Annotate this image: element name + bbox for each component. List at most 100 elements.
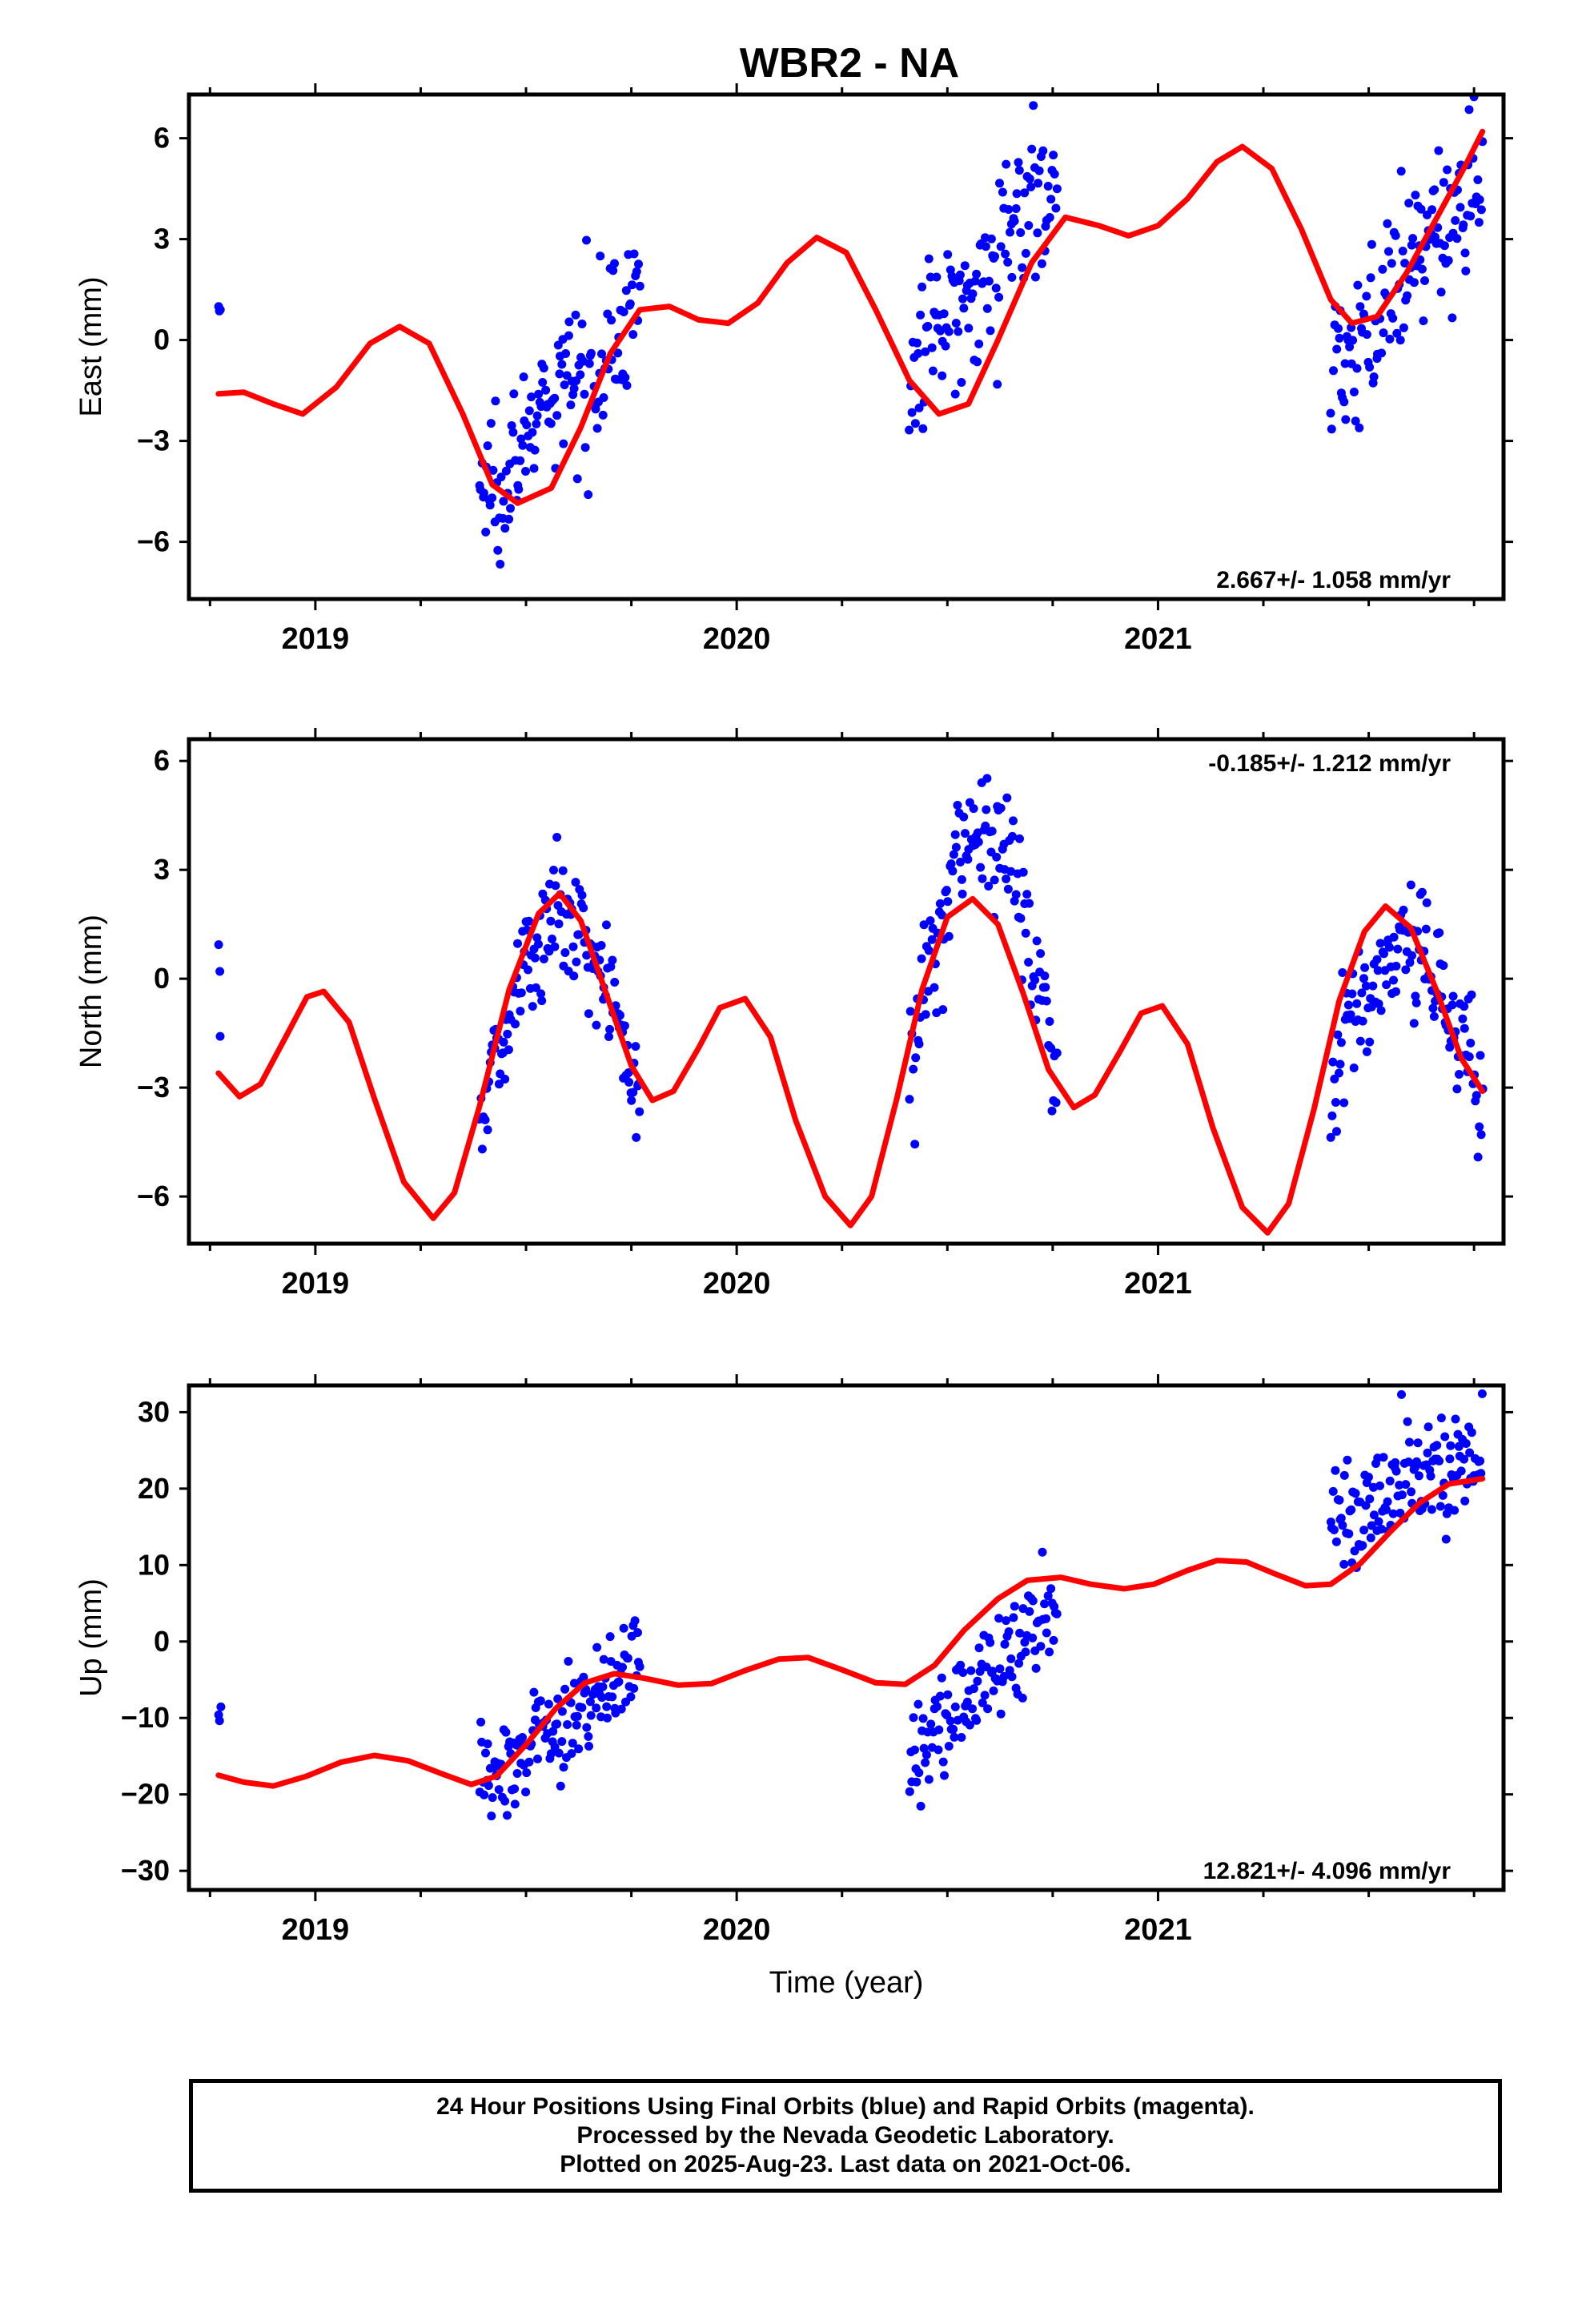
data-point	[993, 380, 1002, 389]
data-point	[1427, 1505, 1436, 1514]
data-point	[552, 833, 562, 842]
data-point	[629, 249, 639, 259]
data-point	[1355, 1036, 1365, 1046]
data-point	[1051, 203, 1061, 213]
data-point	[1352, 364, 1362, 373]
data-point	[1434, 146, 1443, 155]
data-point	[1421, 924, 1431, 934]
data-point	[1327, 1111, 1337, 1120]
data-point	[591, 404, 600, 414]
data-point	[1436, 287, 1446, 297]
data-point	[918, 424, 928, 433]
data-point	[995, 179, 1004, 188]
data-point	[1361, 981, 1371, 991]
data-point	[616, 1011, 624, 1020]
data-point	[503, 1811, 512, 1820]
data-point	[942, 886, 951, 895]
data-point	[1043, 1591, 1053, 1601]
data-point	[484, 1781, 493, 1791]
data-point	[1422, 898, 1431, 907]
data-point	[619, 1623, 628, 1633]
data-point	[998, 187, 1007, 197]
data-point	[1460, 1496, 1470, 1506]
data-point	[1004, 1627, 1014, 1636]
data-point	[1018, 867, 1028, 877]
data-point	[1046, 1584, 1056, 1594]
data-point	[1335, 1495, 1344, 1505]
data-point	[1367, 239, 1376, 249]
data-point	[516, 988, 526, 998]
data-point	[974, 837, 983, 846]
data-point	[938, 1757, 948, 1767]
data-point	[1049, 1635, 1058, 1645]
data-point	[607, 316, 616, 325]
data-point	[580, 389, 589, 399]
data-point	[927, 343, 937, 352]
plot-frame	[187, 92, 1506, 601]
data-point	[1473, 175, 1483, 184]
data-point	[1339, 397, 1349, 407]
data-point	[1388, 313, 1398, 323]
data-point	[969, 804, 978, 814]
data-point	[1025, 1606, 1034, 1616]
data-point	[560, 1684, 570, 1694]
data-point	[1397, 1490, 1407, 1500]
data-point	[507, 421, 516, 430]
data-point	[968, 1704, 977, 1714]
x-tick-label: 2020	[703, 1913, 771, 1947]
data-point	[597, 1693, 607, 1703]
data-point	[1010, 1602, 1019, 1611]
data-point	[1006, 1654, 1016, 1663]
data-point	[1003, 884, 1013, 894]
data-point	[1426, 1471, 1435, 1481]
data-point	[1362, 1047, 1371, 1056]
data-point	[1020, 1638, 1030, 1647]
data-point	[618, 1663, 627, 1672]
data-point	[560, 948, 570, 957]
data-point	[1455, 1070, 1464, 1079]
data-point	[1417, 887, 1427, 897]
data-point	[1382, 980, 1391, 990]
data-point	[914, 1039, 924, 1049]
y-axis-label: Up (mm)	[74, 1578, 108, 1697]
data-point	[933, 1702, 942, 1711]
data-point	[957, 1733, 966, 1742]
x-tick-label: 2019	[282, 622, 350, 656]
data-point	[1025, 174, 1034, 183]
data-point	[1460, 1002, 1469, 1011]
data-point	[592, 424, 602, 433]
data-point	[943, 897, 953, 907]
data-point	[1002, 875, 1011, 883]
data-point	[500, 524, 510, 533]
data-point	[1382, 1505, 1391, 1514]
data-point	[1000, 1639, 1010, 1649]
data-point	[973, 1676, 982, 1686]
data-point	[1405, 958, 1415, 967]
data-point	[1345, 342, 1355, 352]
data-point	[536, 1696, 545, 1706]
data-point	[569, 384, 579, 393]
data-point	[527, 392, 536, 402]
data-point	[1042, 996, 1051, 1006]
data-point	[990, 251, 999, 261]
data-point	[608, 266, 618, 275]
data-point	[580, 443, 590, 452]
data-point	[530, 445, 540, 455]
data-point	[1021, 928, 1030, 938]
data-point	[503, 1029, 512, 1039]
data-point	[576, 370, 585, 380]
data-point	[1411, 191, 1420, 200]
data-point	[1374, 1517, 1383, 1526]
data-point	[1335, 1059, 1345, 1069]
data-point	[1016, 914, 1026, 923]
data-point	[1331, 1098, 1340, 1107]
data-point	[938, 911, 946, 920]
data-point	[631, 1042, 640, 1051]
data-point	[956, 858, 965, 866]
data-point	[567, 1749, 576, 1759]
data-point	[620, 372, 630, 382]
data-point	[953, 801, 962, 810]
data-point	[950, 389, 960, 399]
data-point	[541, 385, 551, 395]
data-point	[1001, 249, 1010, 259]
